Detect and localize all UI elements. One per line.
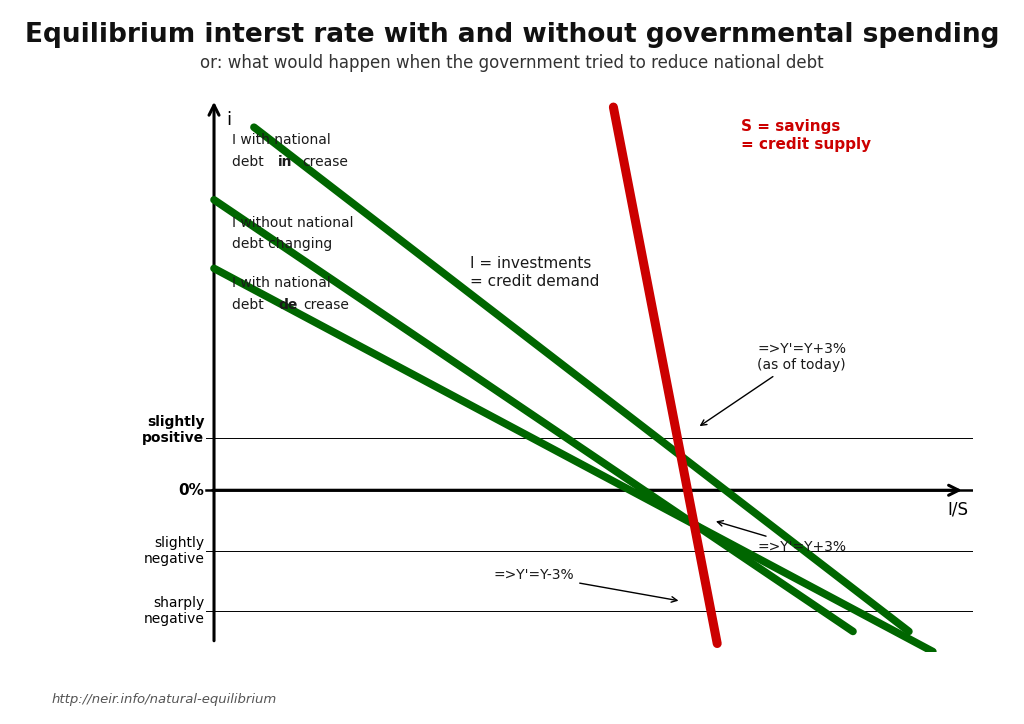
Text: sharply
negative: sharply negative [143, 596, 205, 626]
Text: or: what would happen when the government tried to reduce national debt: or: what would happen when the governmen… [200, 54, 824, 72]
Text: debt changing: debt changing [231, 237, 332, 251]
Text: i: i [226, 111, 231, 129]
Text: Equilibrium interst rate with and without governmental spending: Equilibrium interst rate with and withou… [25, 22, 999, 48]
Text: slightly
negative: slightly negative [143, 536, 205, 566]
Text: de: de [278, 298, 297, 312]
Text: in: in [278, 155, 293, 169]
Text: debt: debt [231, 298, 267, 312]
Text: crease: crease [302, 155, 348, 169]
Text: crease: crease [303, 298, 349, 312]
Text: http://neir.info/natural-equilibrium: http://neir.info/natural-equilibrium [51, 693, 276, 706]
Text: I with national: I with national [231, 133, 331, 147]
Text: I = investments
= credit demand: I = investments = credit demand [470, 256, 599, 289]
Text: I without national: I without national [231, 216, 353, 230]
Text: S = savings
= credit supply: S = savings = credit supply [741, 119, 871, 151]
Text: 0%: 0% [178, 483, 205, 498]
Text: =>Y'=Y+3%
(as of today): =>Y'=Y+3% (as of today) [700, 342, 846, 425]
Text: slightly
positive: slightly positive [142, 415, 205, 445]
Text: I/S: I/S [948, 500, 969, 518]
Text: I with national: I with national [231, 277, 331, 290]
Text: =>Y'=Y-3%: =>Y'=Y-3% [494, 568, 677, 602]
Text: debt: debt [231, 155, 267, 169]
Text: =>Y'=Y+3%: =>Y'=Y+3% [718, 521, 846, 554]
